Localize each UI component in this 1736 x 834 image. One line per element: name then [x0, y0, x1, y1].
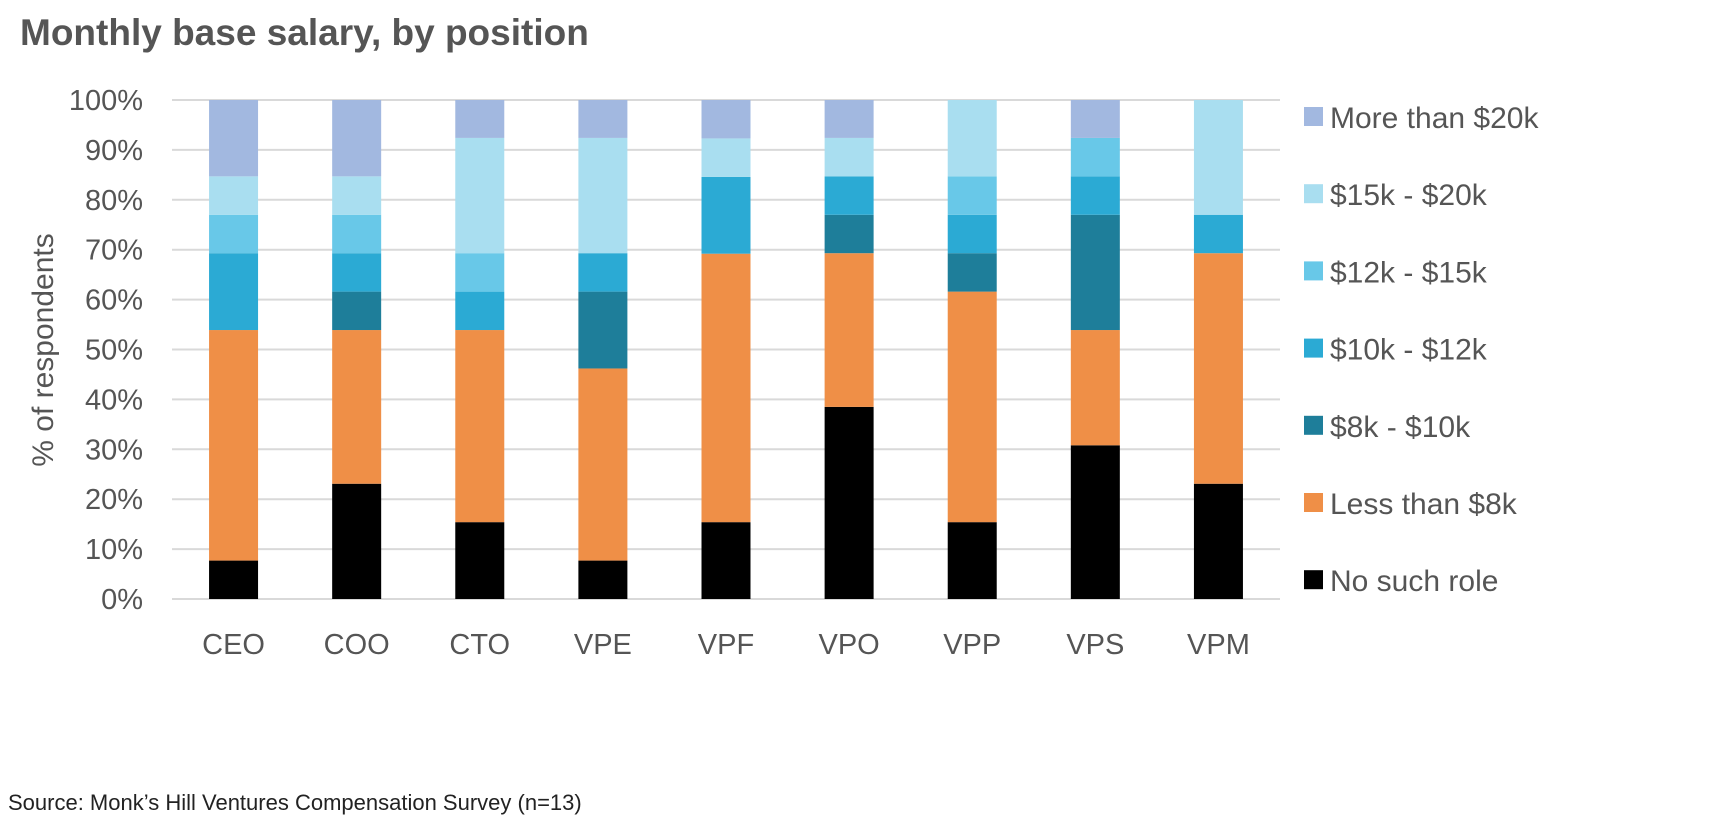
chart-title: Monthly base salary, by position — [20, 12, 589, 53]
bar-segment-ceo-12k-15k — [209, 214, 259, 254]
bar-segment-vpo-less-than-8k — [824, 253, 874, 407]
y-tick-label: 0% — [101, 584, 143, 616]
legend-swatch — [1304, 338, 1323, 358]
bar-segment-vps-more-than-20k — [1070, 100, 1120, 138]
bar-segment-vpp-10k-12k — [947, 214, 997, 254]
bar-segment-coo-12k-15k — [332, 214, 382, 254]
bar-segment-vps-no-such-role — [1070, 445, 1120, 599]
x-tick-label: CTO — [449, 629, 510, 661]
bar-segment-coo-more-than-20k — [332, 100, 382, 177]
bar-segment-vpe-15k-20k — [578, 137, 628, 254]
bar-segment-vpm-less-than-8k — [1193, 253, 1243, 484]
bar-segment-ceo-no-such-role — [209, 560, 259, 599]
bar-segment-vpm-no-such-role — [1193, 483, 1243, 599]
legend-swatch — [1304, 107, 1323, 126]
source-note: Source: Monk’s Hill Ventures Compensatio… — [8, 790, 582, 815]
bar-segment-vpp-12k-15k — [947, 176, 997, 215]
bar-segment-vpm-15k-20k — [1193, 100, 1243, 215]
bar-segment-vpf-10k-12k — [701, 176, 751, 254]
y-tick-label: 30% — [85, 434, 143, 466]
bar-segment-vpo-no-such-role — [824, 406, 874, 599]
bar-segment-coo-less-than-8k — [332, 330, 382, 484]
bar-segment-vpf-no-such-role — [701, 522, 751, 599]
legend: More than $20k $15k - $20k $12k - $15k $10k… — [1304, 102, 1539, 598]
bar-segment-cto-15k-20k — [455, 137, 505, 254]
bar-segment-vpp-less-than-8k — [947, 291, 997, 523]
bar-segment-coo-no-such-role — [332, 483, 382, 599]
x-tick-label: VPM — [1187, 629, 1250, 661]
bar-segment-coo-10k-12k — [332, 253, 382, 292]
legend-label: $15k - $20k — [1330, 179, 1488, 212]
x-axis-ticks: CEO COO CTO VPE VPF VPO VPP VPS VPM — [202, 629, 1250, 661]
y-tick-label: 20% — [85, 484, 143, 516]
x-tick-label: CEO — [202, 629, 265, 661]
bar-segment-vpo-more-than-20k — [824, 100, 874, 138]
bar-segment-vpo-8k-10k — [824, 214, 874, 254]
y-axis-ticks: 0% 10% 20% 30% 40% 50% 60% 70% 80% 90% 100% — [69, 85, 143, 616]
bar-segment-cto-less-than-8k — [455, 330, 505, 523]
bar-segment-cto-12k-15k — [455, 253, 505, 292]
legend-label: $12k - $15k — [1330, 256, 1488, 289]
legend-label: Less than $8k — [1330, 488, 1518, 521]
bar-segment-ceo-15k-20k — [209, 176, 259, 215]
bar-segment-vpo-15k-20k — [824, 137, 874, 177]
y-tick-label: 50% — [85, 335, 143, 367]
y-tick-label: 70% — [85, 235, 143, 267]
bar-segment-vpp-8k-10k — [947, 253, 997, 292]
bar-segment-cto-10k-12k — [455, 291, 505, 331]
legend-swatch — [1304, 493, 1323, 512]
bar-segment-vpf-more-than-20k — [701, 100, 751, 139]
bar-segment-vps-12k-15k — [1070, 137, 1120, 177]
y-tick-label: 60% — [85, 285, 143, 317]
bar-segment-vps-10k-12k — [1070, 176, 1120, 215]
y-tick-label: 10% — [85, 534, 143, 566]
bar-segment-vpp-no-such-role — [947, 522, 997, 599]
bar-segment-cto-more-than-20k — [455, 100, 505, 138]
x-tick-label: COO — [324, 629, 390, 661]
legend-swatch — [1304, 415, 1323, 435]
x-tick-label: VPP — [943, 629, 1001, 661]
bar-segment-vpf-15k-20k — [701, 138, 751, 177]
bar-segment-vpe-10k-12k — [578, 253, 628, 292]
x-tick-label: VPF — [698, 629, 754, 661]
legend-label: More than $20k — [1330, 102, 1539, 135]
y-tick-label: 80% — [85, 185, 143, 217]
bar-segment-vpe-more-than-20k — [578, 100, 628, 138]
y-tick-label: 90% — [85, 135, 143, 167]
bar-segment-cto-no-such-role — [455, 522, 505, 599]
x-tick-label: VPO — [818, 629, 879, 661]
y-axis-label: % of respondents — [27, 233, 60, 466]
bar-segment-vpm-10k-12k — [1193, 214, 1243, 254]
legend-label: $10k - $12k — [1330, 334, 1488, 367]
legend-swatch — [1304, 570, 1323, 590]
bar-segment-vpe-no-such-role — [578, 560, 628, 599]
bar-segment-ceo-more-than-20k — [209, 100, 259, 177]
bars — [209, 100, 1243, 599]
x-tick-label: VPE — [574, 629, 632, 661]
bar-segment-vpe-less-than-8k — [578, 368, 628, 561]
bar-segment-coo-15k-20k — [332, 176, 382, 215]
bar-segment-vpf-less-than-8k — [701, 253, 751, 523]
legend-label: No such role — [1330, 565, 1498, 598]
bar-segment-vps-8k-10k — [1070, 214, 1120, 331]
bar-segment-coo-8k-10k — [332, 291, 382, 331]
y-tick-label: 100% — [69, 85, 143, 117]
bar-segment-vpo-10k-12k — [824, 176, 874, 215]
bar-segment-ceo-less-than-8k — [209, 330, 259, 561]
bar-segment-vpp-15k-20k — [947, 100, 997, 177]
legend-label: $8k - $10k — [1330, 411, 1471, 444]
legend-swatch — [1304, 261, 1323, 281]
legend-swatch — [1304, 184, 1323, 204]
bar-segment-vpe-8k-10k — [578, 291, 628, 369]
bar-segment-ceo-10k-12k — [209, 253, 259, 331]
y-tick-label: 40% — [85, 384, 143, 416]
x-tick-label: VPS — [1066, 629, 1124, 661]
bar-segment-vps-less-than-8k — [1070, 330, 1120, 446]
